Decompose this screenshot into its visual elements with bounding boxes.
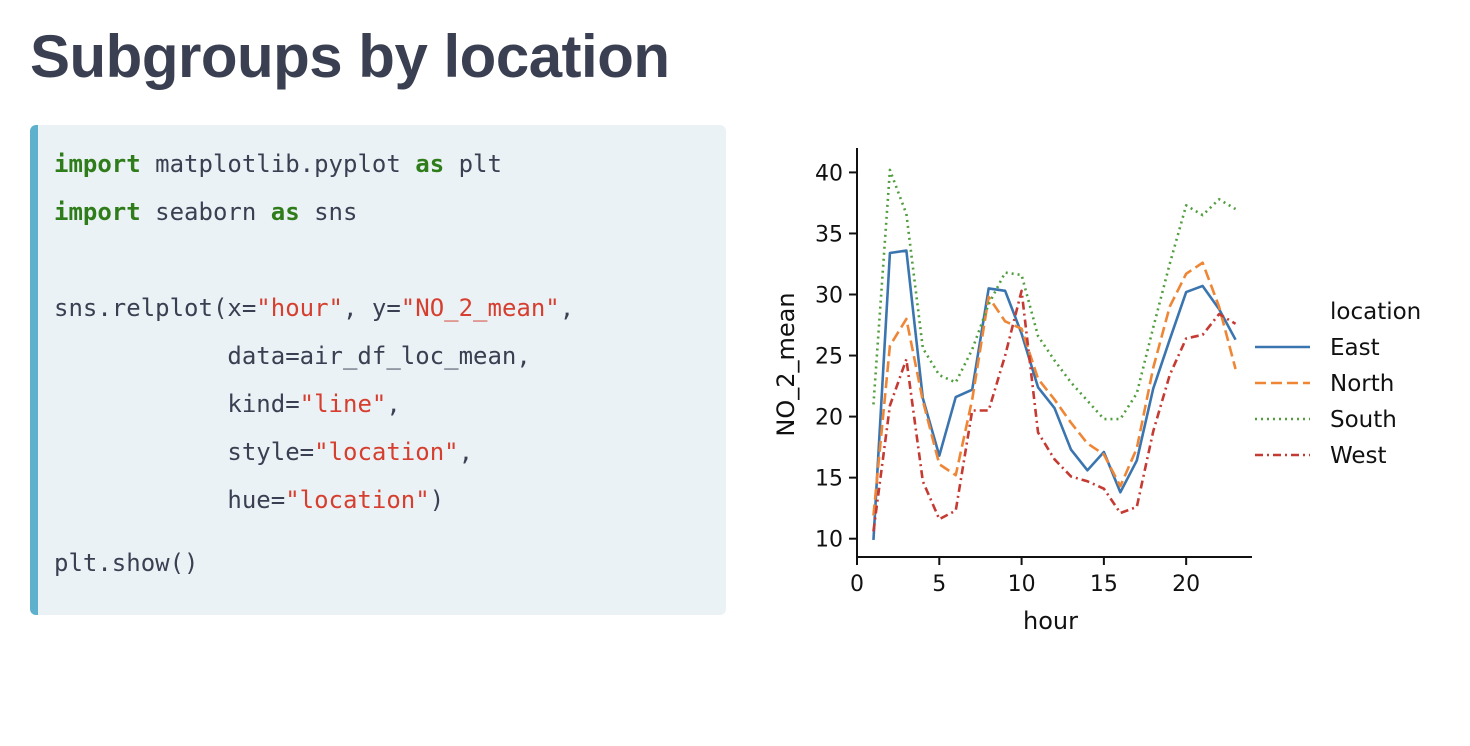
code-text: , y= <box>343 294 401 322</box>
line-chart: 0 5 10 15 20 10 15 20 25 30 35 40 hour NO_2_mean locat… <box>772 148 1421 635</box>
code-text: sns <box>299 198 358 226</box>
legend-label: North <box>1330 371 1394 397</box>
code-line: import seaborn as sns <box>54 200 357 224</box>
page-title: Subgroups by location <box>30 23 670 90</box>
series-line-south <box>872 168 1237 421</box>
code-text: data=air_df_loc_mean, <box>54 342 531 370</box>
y-tick-label: 35 <box>815 222 843 247</box>
code-line: data=air_df_loc_mean, <box>54 342 531 370</box>
code-text: , <box>386 390 401 418</box>
x-tick-label: 15 <box>1090 572 1118 597</box>
x-tick-label: 10 <box>1008 572 1036 597</box>
code-keyword: import <box>54 150 141 178</box>
code-string: "NO_2_mean" <box>400 294 560 322</box>
x-axis-label: hour <box>1023 607 1078 635</box>
code-keyword: as <box>415 150 445 178</box>
code-text: plt.show() <box>54 549 199 577</box>
code-line: import matplotlib.pyplot as plt <box>54 152 502 176</box>
legend-label: East <box>1330 335 1380 361</box>
x-tick-label: 20 <box>1172 572 1200 597</box>
code-text: plt <box>444 150 502 178</box>
code-text: hue= <box>54 486 286 514</box>
legend-label: West <box>1330 443 1387 469</box>
x-tick-label: 5 <box>932 572 946 597</box>
code-keyword: as <box>270 198 300 226</box>
code-text: kind= <box>54 390 300 418</box>
code-block: import matplotlib.pyplot as plt import se… <box>30 125 726 615</box>
code-line: kind="line", <box>54 390 401 418</box>
legend-title: location <box>1330 299 1421 325</box>
y-tick-label: 30 <box>815 284 843 309</box>
code-string: "location" <box>314 438 459 466</box>
legend-label: South <box>1330 407 1397 433</box>
code-line: hue="location") <box>54 488 444 512</box>
y-tick-label: 25 <box>815 345 843 370</box>
code-text: sns.relplot(x= <box>54 294 257 322</box>
y-tick-label: 20 <box>815 406 843 431</box>
y-tick-label: 10 <box>815 528 843 553</box>
code-text: matplotlib.pyplot <box>140 150 416 178</box>
code-line: style="location", <box>54 440 473 464</box>
code-keyword: import <box>54 198 141 226</box>
code-text: seaborn <box>140 198 271 226</box>
code-line: plt.show() <box>54 551 199 575</box>
code-text: , <box>458 438 474 466</box>
x-tick-label: 0 <box>850 572 864 597</box>
series-line-east <box>872 249 1237 540</box>
code-text: ) <box>429 486 445 514</box>
y-axis-label: NO_2_mean <box>772 292 800 436</box>
code-text: , <box>559 294 575 322</box>
code-string: "hour" <box>256 294 343 322</box>
code-string: "line" <box>299 390 387 418</box>
code-string: "location" <box>285 486 430 514</box>
y-tick-label: 15 <box>815 467 843 492</box>
code-text: style= <box>54 438 315 466</box>
code-line: sns.relplot(x="hour", y="NO_2_mean", <box>54 296 574 320</box>
y-tick-label: 40 <box>815 161 843 186</box>
series-line-north <box>872 261 1237 516</box>
